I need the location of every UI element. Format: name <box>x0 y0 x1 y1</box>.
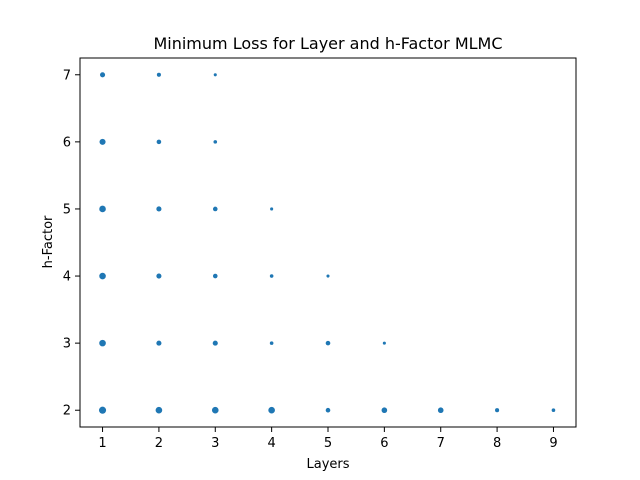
y-tick-label: 7 <box>63 68 71 83</box>
y-tick-label: 4 <box>63 270 71 285</box>
data-point <box>99 272 106 280</box>
data-point <box>269 341 274 345</box>
x-tick-label: 9 <box>549 436 557 451</box>
y-axis-label: h-Factor <box>41 215 56 268</box>
data-point <box>382 341 386 345</box>
plot-frame <box>79 57 577 428</box>
data-point <box>156 72 161 77</box>
data-point <box>269 274 274 278</box>
data-point <box>213 73 217 77</box>
x-axis-label: Layers <box>306 457 349 472</box>
x-tick-label: 8 <box>493 436 501 451</box>
x-tick-label: 3 <box>211 436 219 451</box>
data-point <box>437 407 444 414</box>
y-tick-label: 2 <box>63 404 71 419</box>
data-point <box>325 407 331 413</box>
x-axis-ticks: 1 2 3 4 5 6 7 8 9 <box>98 427 558 451</box>
data-point <box>99 72 106 78</box>
y-axis-ticks: 2 3 4 5 6 7 <box>63 68 80 419</box>
data-point <box>155 406 163 414</box>
y-tick-label: 6 <box>63 135 71 150</box>
data-point <box>99 205 106 213</box>
y-tick-label: 3 <box>63 337 71 352</box>
chart-title: Minimum Loss for Layer and h-Factor MLMC <box>153 34 502 53</box>
y-tick-label: 5 <box>63 202 71 217</box>
data-point <box>156 273 162 279</box>
data-point <box>156 340 162 346</box>
data-point <box>212 273 218 279</box>
x-tick-label: 4 <box>267 436 275 451</box>
data-point <box>270 207 274 211</box>
data-point <box>268 406 275 414</box>
data-point <box>551 408 556 413</box>
data-point <box>325 340 331 346</box>
data-point <box>495 408 500 413</box>
data-point <box>326 274 330 278</box>
data-point <box>156 139 162 145</box>
data-point <box>212 340 218 346</box>
x-tick-label: 5 <box>324 436 332 451</box>
x-tick-label: 6 <box>380 436 388 451</box>
data-point <box>213 140 218 144</box>
x-tick-label: 2 <box>155 436 163 451</box>
data-point <box>99 138 106 145</box>
data-point <box>212 206 218 212</box>
data-point <box>99 339 106 347</box>
data-point <box>381 407 388 414</box>
x-tick-label: 7 <box>437 436 445 451</box>
x-tick-label: 1 <box>98 436 106 451</box>
data-point <box>211 406 219 414</box>
scatter-points <box>98 72 556 414</box>
data-point <box>98 406 107 414</box>
data-point <box>156 206 162 212</box>
